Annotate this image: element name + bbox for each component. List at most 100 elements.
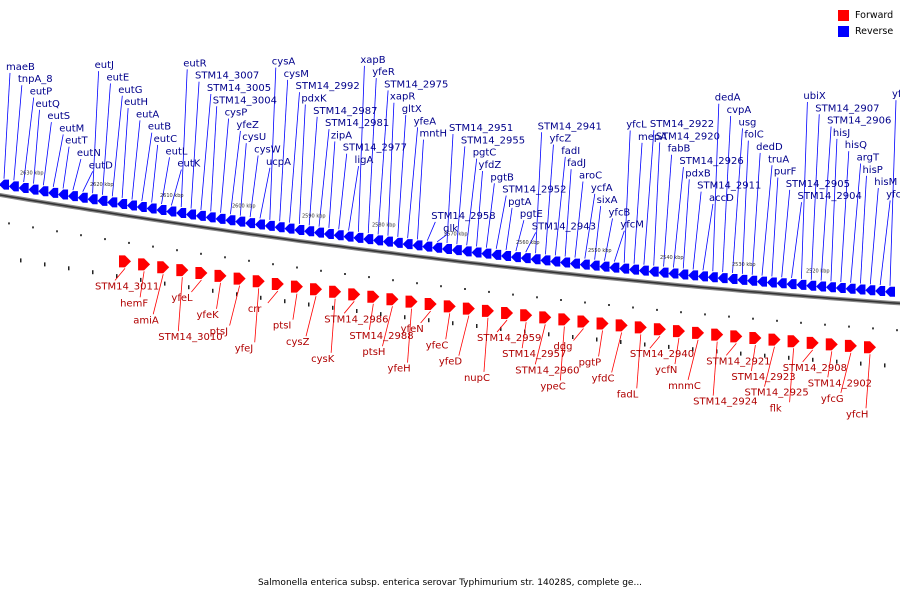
reverse-gene-label-eutt: eutT — [65, 136, 88, 147]
reverse-gene-label-stm14-2955: STM14_2955 — [461, 135, 525, 146]
reverse-gene-arrow-trua — [757, 276, 768, 287]
reverse-gene-arrow-pgte — [510, 252, 521, 263]
reverse-gene-label-pgtc: pgtC — [473, 148, 497, 159]
forward-leader-stm14-2960 — [534, 324, 546, 365]
track-dash — [236, 292, 238, 297]
track-dot — [272, 263, 274, 266]
reverse-leader-fabb — [663, 154, 672, 267]
reverse-gene-label-hisp: hisP — [862, 165, 882, 176]
reverse-gene-arrow-sixa — [589, 260, 600, 271]
track-dash — [188, 285, 190, 290]
reverse-gene-arrow-stm14-2975 — [373, 235, 384, 246]
forward-gene-arrow-mnmc — [692, 326, 705, 339]
reverse-gene-arrow-pdxk — [294, 224, 305, 235]
forward-leader-hemf — [139, 271, 145, 298]
track-dot — [512, 293, 514, 296]
reverse-gene-label-hism: hisM — [874, 177, 897, 188]
reverse-gene-arrow-eutk — [166, 206, 177, 217]
forward-gene-arrow-ptsh — [386, 293, 399, 306]
reverse-gene-arrow-stm14-2905 — [776, 278, 787, 289]
reverse-gene-arrow-yfcm — [609, 262, 620, 273]
track-dash — [92, 270, 94, 275]
reverse-gene-arrow-hisp — [855, 284, 866, 295]
forward-gene-label-yfch: yfcH — [846, 409, 868, 420]
reverse-gene-label-dedd: dedD — [756, 142, 783, 153]
forward-gene-arrow-ptsi — [290, 280, 303, 293]
forward-leader-yfch — [865, 354, 871, 409]
reverse-gene-arrow-liga — [343, 231, 354, 242]
reverse-gene-label-pgta: pgtA — [508, 197, 532, 208]
reverse-leader-yfcf — [879, 200, 891, 286]
reverse-gene-label-euts: eutS — [47, 111, 70, 122]
reverse-leader-stm14-3004 — [210, 106, 218, 212]
coordinate-label: 2540 kbp — [660, 255, 684, 261]
reverse-gene-arrow-stm14-3007 — [186, 209, 197, 220]
forward-gene-labels: STM14_3011 hemF amiA STM14_3010 yfeL yfeK ptsJ… — [95, 281, 872, 420]
track-dash — [452, 321, 454, 326]
forward-gene-arrow-yfeh — [405, 295, 418, 308]
track-dash — [140, 277, 142, 282]
forward-gene-arrow-cysk — [329, 285, 342, 298]
genome-backbone — [0, 193, 900, 368]
reverse-gene-label-stm14-2981: STM14_2981 — [325, 118, 389, 129]
reverse-gene-label-fabb: fabB — [668, 144, 691, 155]
reverse-leader-deda — [712, 103, 720, 272]
track-dot — [416, 282, 418, 285]
track-dash — [164, 281, 166, 286]
reverse-gene-label-stm14-2951: STM14_2951 — [449, 123, 513, 134]
forward-leader-ptsh — [382, 306, 393, 347]
reverse-gene-arrow-stm14-2958 — [422, 241, 433, 252]
reverse-gene-label-pdxk: pdxK — [301, 94, 327, 105]
forward-leader-stm14-2959 — [496, 319, 508, 333]
reverse-gene-arrow-stm14-2987 — [304, 226, 315, 237]
reverse-gene-label-eutd: eutD — [89, 160, 113, 171]
forward-gene-arrow-yfej — [252, 275, 265, 288]
reverse-leader-accd — [702, 203, 714, 271]
track-dot — [200, 252, 202, 255]
forward-gene-label-stm14-2924: STM14_2924 — [693, 397, 757, 408]
forward-gene-arrow-stm14-2902 — [825, 338, 838, 351]
reverse-leader-pgta — [505, 207, 513, 251]
reverse-gene-arrow-pgtb — [481, 248, 492, 259]
reverse-leader-stm14-2951 — [446, 134, 454, 244]
forward-leader-ddg — [573, 328, 584, 341]
backbone-line — [0, 194, 900, 305]
reverse-gene-arrow-yfea — [402, 239, 413, 250]
forward-leader-stm14-2923 — [750, 344, 756, 372]
reverse-gene-arrow-eutt — [58, 189, 69, 200]
reverse-gene-label-yfdz: yfdZ — [479, 160, 502, 171]
reverse-leader-stm14-2922 — [643, 130, 655, 265]
legend-reverse-label: Reverse — [855, 26, 894, 37]
reverse-gene-label-fadj: fadJ — [567, 158, 586, 169]
reverse-leader-cysw — [249, 155, 259, 218]
forward-gene-label-ptsi: ptsI — [273, 321, 291, 332]
reverse-leader-xapb — [358, 65, 365, 232]
forward-gene-arrow-stm14-2924 — [711, 328, 724, 341]
reverse-gene-arrow-yfcb — [599, 261, 610, 272]
forward-gene-arrow-stm14-2921 — [730, 330, 743, 343]
reverse-leader-euts — [42, 122, 52, 186]
reverse-leader-stm14-2941 — [535, 132, 542, 254]
forward-leader-stm14-2957 — [521, 322, 527, 349]
forward-gene-label-fadl: fadL — [617, 389, 639, 400]
reverse-gene-arrow-usg — [727, 274, 738, 285]
forward-gene-arrow-stm14-2925 — [768, 333, 781, 346]
reverse-leader-aroc — [574, 181, 584, 258]
track-dot — [104, 238, 106, 241]
forward-gene-arrow-hemf — [138, 258, 151, 271]
track-dash — [836, 359, 838, 364]
reverse-leader-ycfa — [584, 193, 596, 259]
forward-gene-arrow-stm14-2959 — [501, 307, 514, 320]
track-dot — [824, 323, 826, 326]
track-dot — [152, 245, 154, 248]
track-dash — [668, 344, 670, 349]
forward-gene-label-stm14-2925: STM14_2925 — [744, 388, 808, 399]
reverse-gene-arrow-stm14-2904 — [786, 279, 797, 290]
reverse-leader-eutd — [82, 171, 94, 192]
reverse-gene-label-stm14-2911: STM14_2911 — [697, 181, 761, 192]
reverse-gene-label-hisq: hisQ — [845, 140, 867, 151]
reverse-gene-label-yfcl: yfcL — [626, 120, 647, 131]
reverse-gene-arrow-pgtc — [461, 246, 472, 257]
coordinate-label: 2630 kbp — [20, 170, 44, 176]
